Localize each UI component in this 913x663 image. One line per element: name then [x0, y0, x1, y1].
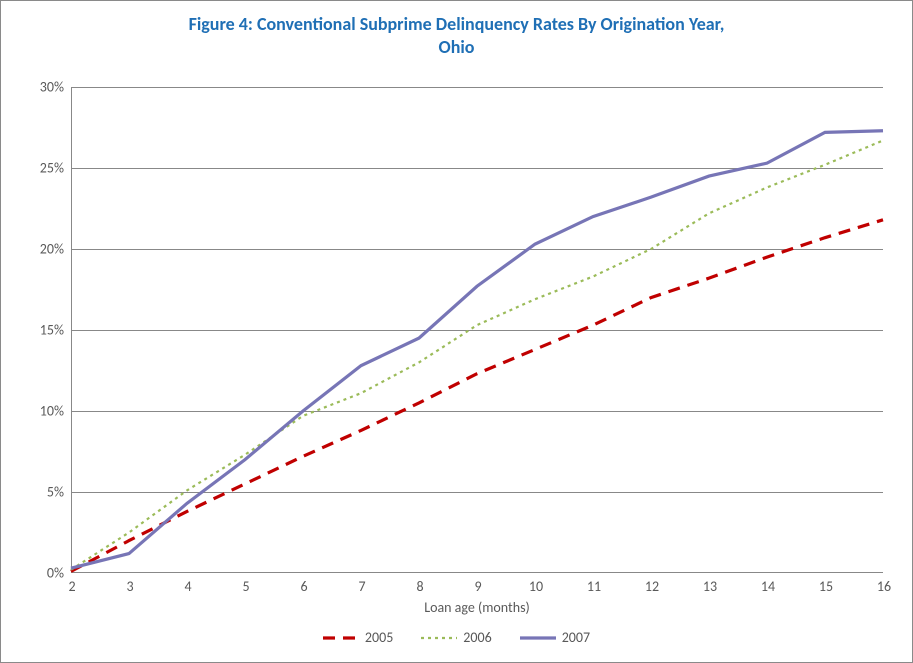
legend-item-2006: 2006	[421, 629, 491, 646]
legend-item-2007: 2007	[520, 629, 590, 646]
y-tick-label: 30%	[40, 79, 72, 96]
y-tick-label: 20%	[40, 241, 72, 258]
chart-lines-svg	[71, 87, 883, 573]
legend-swatch-icon	[520, 631, 556, 645]
series-line-2005	[71, 220, 883, 572]
x-tick-label: 13	[703, 572, 717, 595]
x-tick-label: 12	[645, 572, 659, 595]
x-tick-label: 15	[819, 572, 833, 595]
chart-figure: Figure 4: Conventional Subprime Delinque…	[0, 0, 913, 663]
chart-title-line1: Figure 4: Conventional Subprime Delinque…	[1, 13, 912, 36]
legend-label: 2007	[562, 629, 590, 646]
x-tick-label: 2	[68, 572, 75, 595]
chart-title-line2: Ohio	[1, 36, 912, 59]
legend-item-2005: 2005	[323, 629, 393, 646]
x-axis-label: Loan age (months)	[71, 599, 883, 616]
y-tick-label: 25%	[40, 160, 72, 177]
series-line-2007	[71, 131, 883, 568]
legend-label: 2006	[463, 629, 491, 646]
y-tick-label: 15%	[40, 322, 72, 339]
y-tick-label: 10%	[40, 403, 72, 420]
x-tick-label: 7	[358, 572, 365, 595]
x-tick-label: 3	[126, 572, 133, 595]
x-tick-label: 11	[587, 572, 601, 595]
chart-title: Figure 4: Conventional Subprime Delinque…	[1, 1, 912, 58]
x-tick-label: 14	[761, 572, 775, 595]
legend-label: 2005	[365, 629, 393, 646]
legend: 2005 2006 2007	[1, 629, 912, 646]
legend-swatch-icon	[421, 631, 457, 645]
series-line-2006	[71, 140, 883, 569]
x-tick-label: 4	[184, 572, 191, 595]
plot-wrap: 0%5%10%15%20%25%30%234567891011121314151…	[71, 87, 883, 573]
x-tick-label: 5	[242, 572, 249, 595]
x-tick-label: 9	[474, 572, 481, 595]
x-tick-label: 6	[300, 572, 307, 595]
x-tick-label: 8	[416, 572, 423, 595]
x-tick-label: 16	[877, 572, 891, 595]
x-tick-label: 10	[529, 572, 543, 595]
legend-swatch-icon	[323, 631, 359, 645]
y-tick-label: 5%	[47, 484, 72, 501]
